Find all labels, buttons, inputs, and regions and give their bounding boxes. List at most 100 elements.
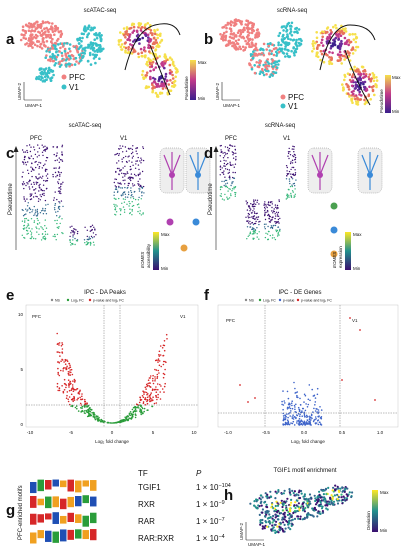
cell-dot	[274, 204, 277, 206]
cell-dot	[287, 173, 289, 176]
cell-dot	[259, 521, 262, 524]
point	[317, 423, 320, 426]
cell-dot	[294, 169, 296, 171]
cell-dot	[28, 186, 30, 188]
cell-dot	[164, 75, 168, 78]
cell-dot	[239, 29, 242, 32]
point	[134, 407, 137, 409]
cell-dot	[270, 201, 272, 203]
point	[88, 412, 90, 415]
motif-letter	[30, 532, 37, 544]
motif-letter	[67, 496, 74, 508]
cell-dot	[351, 491, 354, 494]
point	[58, 344, 60, 346]
cell-dot	[295, 179, 297, 181]
point	[58, 387, 61, 389]
point	[162, 376, 165, 379]
point	[75, 389, 77, 391]
cell-dot	[359, 77, 363, 80]
cell-dot	[264, 208, 266, 210]
cell-dot	[78, 38, 81, 42]
point	[300, 423, 303, 426]
cell-dot	[87, 242, 89, 244]
cell-dot	[285, 178, 288, 180]
cell-dot	[38, 228, 40, 230]
cell-dot	[280, 499, 283, 502]
cell-dot	[294, 185, 296, 187]
point	[57, 351, 59, 353]
cell-dot	[59, 30, 63, 33]
cell-dot	[221, 180, 223, 183]
colorbar-label: Max	[380, 490, 389, 495]
panel-title: IPC - DE Genes	[278, 290, 321, 296]
cell-dot	[47, 30, 50, 34]
cell-dot	[298, 496, 302, 500]
cell-dot	[227, 157, 229, 159]
cell-dot	[340, 62, 344, 65]
cell-dot	[128, 33, 132, 36]
point	[294, 408, 296, 411]
cell-dot	[131, 31, 134, 34]
cell-dot	[229, 178, 231, 180]
cell-dot	[341, 31, 344, 34]
cell-dot	[169, 79, 172, 82]
cell-dot	[314, 503, 318, 506]
cell-dot	[38, 45, 42, 49]
cell-dot	[58, 208, 61, 210]
legend-swatch	[280, 94, 286, 100]
point	[290, 402, 293, 405]
cell-dot	[56, 219, 58, 222]
cell-dot	[226, 186, 229, 189]
panel-letter: g	[6, 502, 15, 519]
cell-dot	[253, 504, 256, 507]
cell-dot	[314, 499, 317, 503]
point	[72, 400, 74, 403]
cell-dot	[58, 216, 60, 219]
point	[303, 401, 305, 403]
cell-dot	[311, 50, 314, 53]
point	[66, 391, 69, 393]
cell-dot	[263, 203, 266, 205]
point	[73, 397, 76, 400]
cell-dot	[132, 29, 136, 32]
cell-dot	[289, 185, 292, 188]
point	[283, 400, 286, 402]
cell-dot	[87, 32, 91, 35]
cell-dot	[226, 196, 228, 198]
cell-dot	[273, 224, 275, 227]
cell-dot	[265, 73, 268, 76]
cell-dot	[316, 47, 319, 50]
cell-dot	[287, 42, 291, 46]
cell-dot	[27, 161, 29, 163]
cell-dot	[350, 90, 354, 94]
cell-dot	[277, 233, 279, 235]
cell-dot	[119, 170, 121, 172]
cell-dot	[226, 152, 228, 155]
point	[148, 385, 150, 387]
cell-dot	[247, 212, 250, 215]
cell-dot	[27, 44, 30, 48]
cell-dot	[39, 43, 42, 46]
p-exponent: −7	[218, 517, 224, 523]
motif-letter	[75, 514, 82, 523]
legend-label: p-value and log₂ FC	[93, 299, 124, 303]
axis-label: Pseudotime	[8, 183, 14, 215]
cell-dot	[131, 210, 133, 212]
cell-dot	[52, 73, 55, 77]
cell-dot	[135, 147, 137, 150]
colorbar-title: EOMES	[140, 252, 145, 268]
legend-label: NS	[55, 299, 61, 303]
cell-dot	[58, 226, 60, 228]
cell-dot	[125, 26, 129, 29]
cell-dot	[256, 236, 258, 238]
cell-dot	[89, 41, 93, 45]
cell-dot	[339, 44, 343, 48]
cell-dot	[292, 155, 294, 157]
cell-dot	[72, 236, 74, 238]
cell-dot	[23, 163, 25, 165]
cell-dot	[139, 29, 143, 32]
cell-dot	[228, 197, 231, 199]
cell-dot	[130, 190, 132, 192]
cell-dot	[269, 204, 271, 207]
point	[286, 419, 289, 422]
